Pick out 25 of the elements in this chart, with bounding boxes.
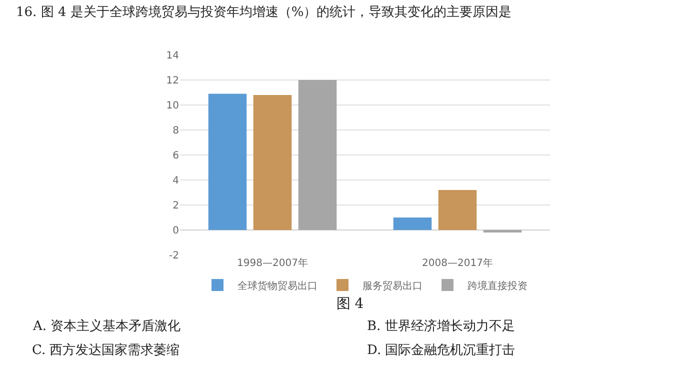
y-tick-label: 14 xyxy=(166,50,179,62)
y-tick-label: 8 xyxy=(172,126,179,136)
legend-label: 服务贸易出口 xyxy=(362,280,422,292)
legend-label: 跨境直接投资 xyxy=(468,280,528,292)
legend-label: 全球货物贸易出口 xyxy=(238,280,318,292)
x-tick-label: 1998—2007年 xyxy=(237,257,308,269)
bar xyxy=(393,218,432,230)
text: B. 世界经济增长动力不足 xyxy=(367,319,515,334)
y-tick-label: 2 xyxy=(172,200,179,212)
text: 图 4 xyxy=(336,296,364,312)
text: 16. 图 4 是关于全球跨境贸易与投资年均增速（%）的统计，导致其变化的主要原因是 xyxy=(16,4,512,20)
bar xyxy=(438,190,477,230)
text: A. 资本主义基本矛盾激化 xyxy=(32,318,181,334)
y-tick-label: 6 xyxy=(172,150,179,162)
y-tick-label: 10 xyxy=(166,100,179,112)
y-tick-label: 0 xyxy=(172,226,179,236)
y-tick-label: -2 xyxy=(169,250,179,262)
bar xyxy=(298,80,337,230)
x-tick-label: 2008—2017年 xyxy=(422,257,493,269)
y-tick-label: 4 xyxy=(172,176,179,186)
y-tick-label: 12 xyxy=(166,76,179,86)
text: C. 西方发达国家需求萎缩 xyxy=(32,342,180,358)
bar xyxy=(208,94,247,230)
bar xyxy=(253,95,292,230)
text: D. 国际金融危机沉重打击 xyxy=(367,343,516,358)
